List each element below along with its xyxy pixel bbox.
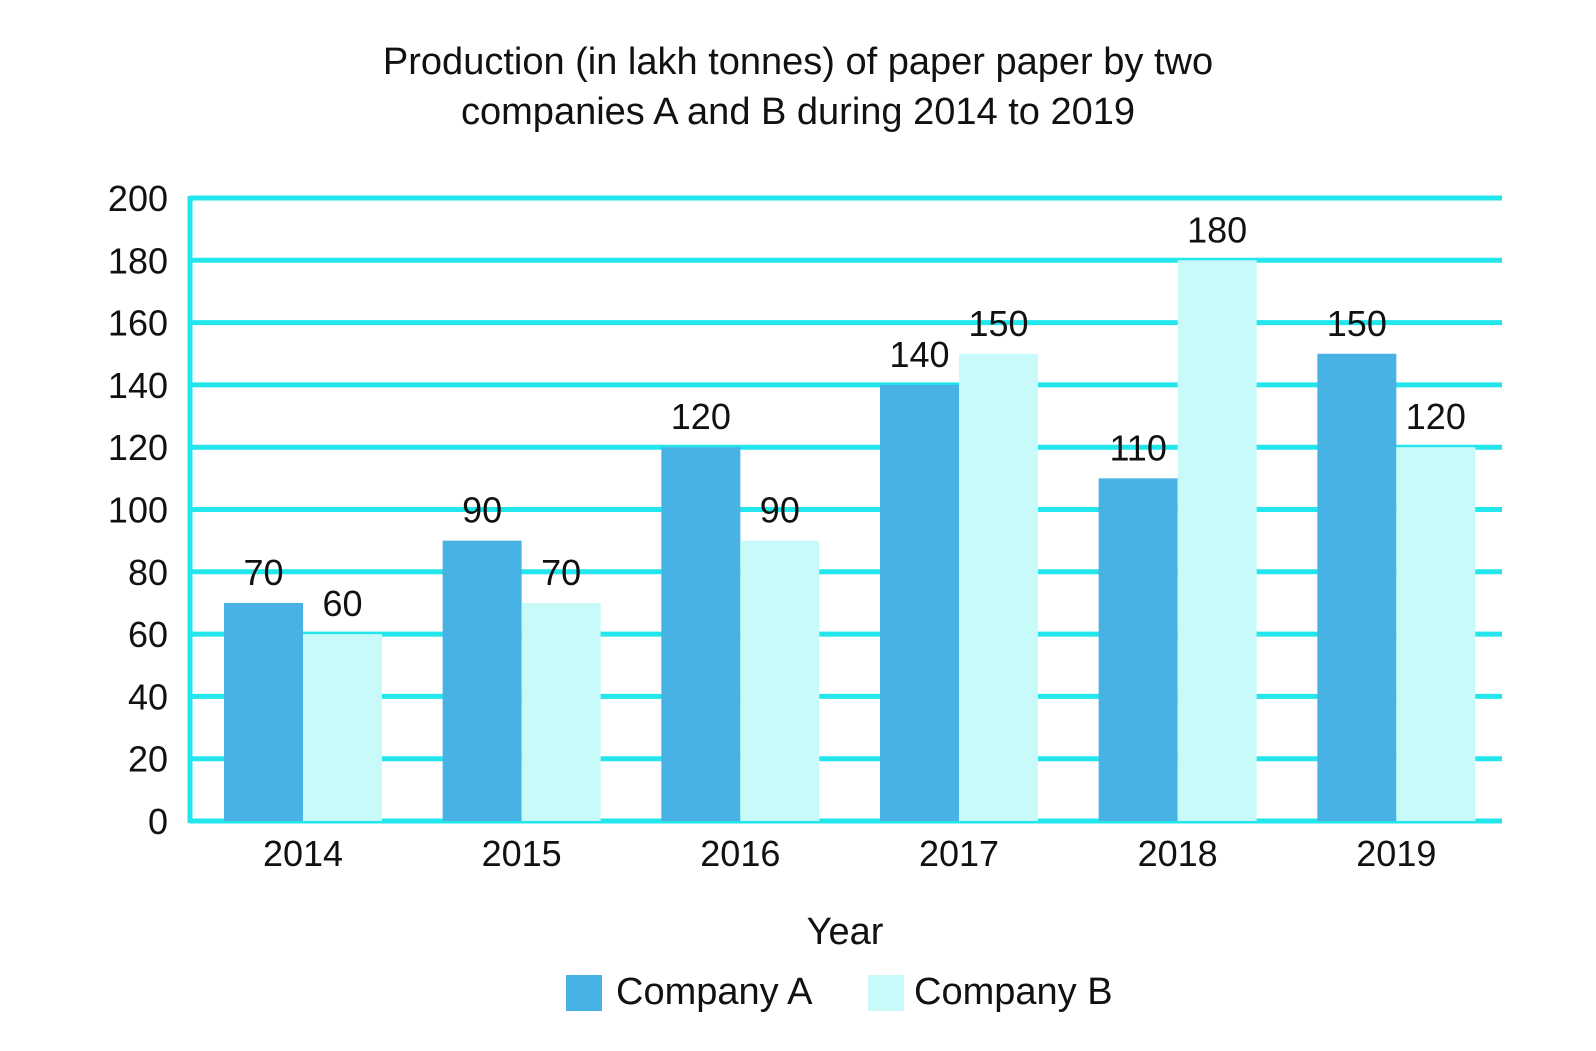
x-tick-label: 2016 — [700, 833, 780, 874]
data-labels: 70 60 90 70 120 90 140 150 110 180 150 120 — [243, 209, 1465, 624]
y-tick-label: 100 — [108, 490, 168, 531]
x-tick-label: 2018 — [1138, 833, 1218, 874]
data-label: 90 — [462, 490, 502, 531]
bar-company-a-2015 — [442, 540, 522, 821]
chart-title: Production (in lakh tonnes) of paper pap… — [383, 41, 1213, 83]
bar-company-a-2014 — [224, 602, 303, 821]
bar-company-b-2015 — [521, 602, 601, 821]
data-label: 140 — [889, 334, 949, 375]
y-tick-label: 60 — [128, 614, 168, 655]
y-tick-label: 180 — [108, 240, 168, 281]
legend-swatch-company-b — [868, 975, 904, 1011]
y-tick-label: 140 — [108, 365, 168, 406]
x-axis-ticks: 2014 2015 2016 2017 2018 2019 — [263, 833, 1436, 874]
x-tick-label: 2015 — [482, 833, 562, 874]
chart-subtitle: companies A and B during 2014 to 2019 — [461, 91, 1135, 133]
legend-label: Company B — [914, 971, 1113, 1013]
data-label: 110 — [1109, 427, 1166, 468]
data-label: 120 — [1406, 396, 1466, 437]
bar-company-a-2018 — [1098, 478, 1178, 821]
y-tick-label: 0 — [148, 801, 168, 842]
data-label: 120 — [671, 396, 731, 437]
data-label: 60 — [322, 583, 362, 624]
y-tick-label: 40 — [128, 676, 168, 717]
bar-company-a-2017 — [880, 384, 959, 821]
data-label: 150 — [1327, 303, 1387, 344]
y-axis-ticks: 0 20 40 60 80 100 120 140 160 180 200 — [108, 178, 168, 842]
data-label: 90 — [760, 490, 800, 531]
y-tick-label: 80 — [128, 552, 168, 593]
y-tick-label: 200 — [108, 178, 168, 219]
bar-company-b-2019 — [1396, 447, 1476, 821]
y-tick-label: 160 — [108, 303, 168, 344]
x-tick-label: 2019 — [1356, 833, 1436, 874]
data-label: 150 — [968, 303, 1028, 344]
bar-company-b-2017 — [959, 353, 1038, 821]
x-axis-title: Year — [807, 911, 884, 953]
x-tick-label: 2017 — [919, 833, 999, 874]
bar-company-b-2016 — [740, 540, 820, 821]
bar-company-b-2018 — [1177, 260, 1257, 821]
y-tick-label: 120 — [108, 427, 168, 468]
bars — [224, 260, 1476, 821]
legend: Company A Company B — [566, 971, 1113, 1013]
legend-label: Company A — [616, 971, 813, 1013]
data-label: 180 — [1187, 209, 1247, 250]
legend-swatch-company-a — [566, 975, 602, 1011]
grid — [187, 195, 1502, 824]
bar-company-a-2016 — [661, 447, 741, 821]
bar-company-b-2014 — [303, 634, 382, 821]
data-label: 70 — [243, 552, 283, 593]
y-tick-label: 20 — [128, 739, 168, 780]
bar-company-a-2019 — [1317, 353, 1397, 821]
x-tick-label: 2014 — [263, 833, 343, 874]
data-label: 70 — [541, 552, 581, 593]
